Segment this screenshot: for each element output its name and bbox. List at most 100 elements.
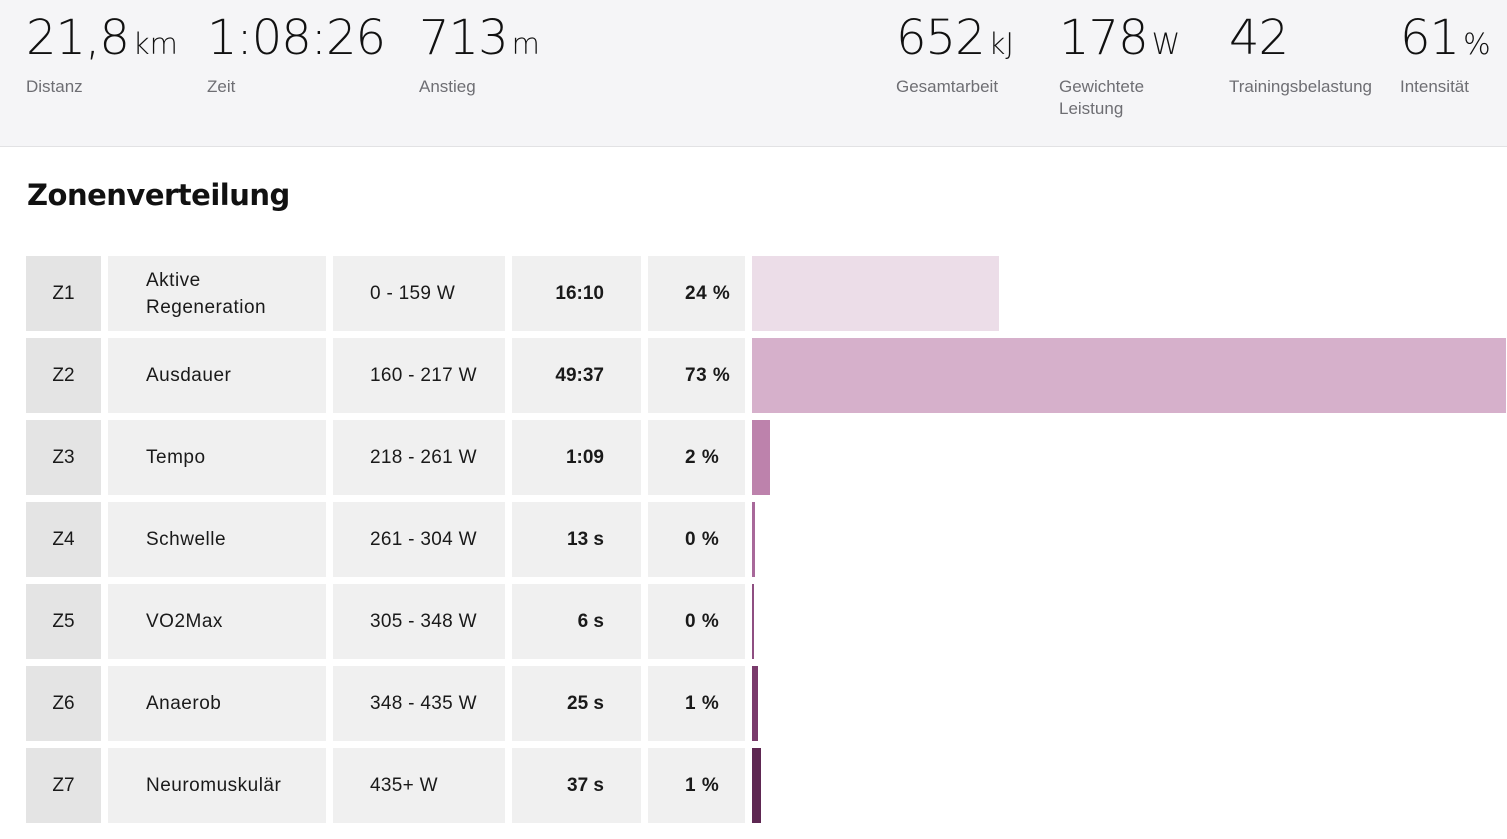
zone-percent-text: 0 % — [685, 529, 720, 550]
zone-name-text: Aktive Regeneration — [146, 269, 267, 318]
zone-name-text: Ausdauer — [146, 365, 232, 386]
zone-name-text: VO2Max — [146, 611, 223, 632]
zone-bar — [752, 666, 758, 741]
zone-power-range: 261 - 304 W — [333, 502, 505, 577]
zone-name: Aktive Regeneration — [108, 256, 326, 331]
zone-power-range: 218 - 261 W — [333, 420, 505, 495]
zone-name-text: Schwelle — [146, 529, 227, 550]
zone-percent: 2 % — [648, 420, 745, 495]
zone-power-range-text: 348 - 435 W — [370, 692, 477, 714]
zone-time: 16:10 — [512, 256, 641, 331]
stats-header: 21,8 km Distanz 1:08:26 Zeit 713 m Anstieg… — [0, 0, 1507, 147]
stat-unit: % — [1463, 27, 1491, 61]
zone-row: Z3 Tempo 218 - 261 W 1:09 2 % — [26, 420, 1507, 495]
zone-name-text: Anaerob — [146, 693, 222, 714]
stat-value: 178 — [1059, 10, 1149, 66]
zone-percent-text: 1 % — [685, 693, 720, 714]
zone-name: VO2Max — [108, 584, 326, 659]
zone-power-range-text: 218 - 261 W — [370, 446, 477, 468]
zone-power-range-text: 160 - 217 W — [370, 364, 477, 386]
zone-power-range: 0 - 159 W — [333, 256, 505, 331]
zone-power-range: 348 - 435 W — [333, 666, 505, 741]
zone-id-text: Z2 — [52, 364, 75, 386]
zone-id-text: Z6 — [52, 692, 75, 714]
zone-percent-text: 73 % — [685, 365, 731, 386]
stat-unit: kJ — [988, 27, 1014, 61]
zone-percent: 1 % — [648, 666, 745, 741]
zone-power-range: 160 - 217 W — [333, 338, 505, 413]
zone-name: Neuromuskulär — [108, 748, 326, 823]
zone-time: 6 s — [512, 584, 641, 659]
zone-bar — [752, 502, 755, 577]
zone-id: Z1 — [26, 256, 101, 331]
zone-name-text: Tempo — [146, 447, 206, 468]
zone-id: Z6 — [26, 666, 101, 741]
zone-id: Z2 — [26, 338, 101, 413]
zone-percent: 1 % — [648, 748, 745, 823]
zone-time-text: 49:37 — [555, 364, 604, 386]
zone-id-text: Z5 — [52, 610, 75, 632]
stat-unit: km — [132, 27, 178, 61]
stat-unit: W — [1151, 27, 1181, 61]
zone-time-text: 6 s — [577, 610, 604, 632]
zone-time-text: 1:09 — [565, 446, 604, 468]
zone-time-text: 25 s — [567, 692, 604, 714]
stat-label: Gesamtarbeit — [896, 77, 999, 96]
zone-bar — [752, 338, 1506, 413]
stat-distance: 21,8 km Distanz — [26, 14, 178, 98]
stat-time: 1:08:26 Zeit — [207, 14, 386, 98]
zone-time: 1:09 — [512, 420, 641, 495]
zone-percent-text: 2 % — [685, 447, 720, 468]
zone-bar — [752, 748, 761, 823]
zone-id: Z3 — [26, 420, 101, 495]
stat-unit: m — [511, 27, 540, 61]
zone-power-range: 305 - 348 W — [333, 584, 505, 659]
zone-id-text: Z4 — [52, 528, 75, 550]
zone-row: Z5 VO2Max 305 - 348 W 6 s 0 % — [26, 584, 1507, 659]
zone-id: Z7 — [26, 748, 101, 823]
zone-name: Ausdauer — [108, 338, 326, 413]
zone-row: Z4 Schwelle 261 - 304 W 13 s 0 % — [26, 502, 1507, 577]
zone-percent: 24 % — [648, 256, 745, 331]
zone-percent-text: 0 % — [685, 611, 720, 632]
zone-name: Schwelle — [108, 502, 326, 577]
stat-label: Anstieg — [419, 77, 476, 96]
stat-value: 652 — [896, 10, 986, 66]
zone-id-text: Z7 — [52, 774, 75, 796]
zone-name: Anaerob — [108, 666, 326, 741]
zone-row: Z6 Anaerob 348 - 435 W 25 s 1 % — [26, 666, 1507, 741]
zone-time-text: 16:10 — [555, 282, 604, 304]
zone-row: Z7 Neuromuskulär 435+ W 37 s 1 % — [26, 748, 1507, 823]
stat-total-work: 652 kJ Gesamtarbeit — [896, 14, 1014, 98]
section-title: Zonenverteilung — [27, 178, 290, 212]
stat-label: Zeit — [207, 77, 236, 96]
stat-value: 713 — [419, 10, 509, 66]
stat-value: 21,8 — [26, 10, 130, 66]
zone-time-text: 13 s — [567, 528, 604, 550]
zone-time-text: 37 s — [567, 774, 604, 796]
zone-percent: 0 % — [648, 502, 745, 577]
zone-time: 13 s — [512, 502, 641, 577]
zone-power-range-text: 0 - 159 W — [370, 282, 456, 304]
zone-name-text: Neuromuskulär — [146, 775, 282, 796]
zone-id: Z4 — [26, 502, 101, 577]
zone-row: Z1 Aktive Regeneration 0 - 159 W 16:10 24 % — [26, 256, 1507, 331]
stat-value: 42 — [1229, 10, 1289, 66]
stat-intensity: 61% Intensität — [1400, 14, 1491, 98]
stat-elevation: 713 m Anstieg — [419, 14, 540, 98]
zone-power-range-text: 305 - 348 W — [370, 610, 477, 632]
zone-name: Tempo — [108, 420, 326, 495]
stat-value: 1:08:26 — [207, 10, 386, 66]
zone-percent: 73 % — [648, 338, 745, 413]
zone-time: 25 s — [512, 666, 641, 741]
zone-power-range-text: 261 - 304 W — [370, 528, 477, 550]
stat-label: Distanz — [26, 77, 83, 96]
stat-label: Gewichtete Leistung — [1059, 77, 1145, 118]
zone-percent: 0 % — [648, 584, 745, 659]
zone-time: 37 s — [512, 748, 641, 823]
zone-bar — [752, 420, 770, 495]
zone-power-range: 435+ W — [333, 748, 505, 823]
zone-id-text: Z3 — [52, 446, 75, 468]
zone-percent-text: 24 % — [685, 283, 731, 304]
zone-percent-text: 1 % — [685, 775, 720, 796]
